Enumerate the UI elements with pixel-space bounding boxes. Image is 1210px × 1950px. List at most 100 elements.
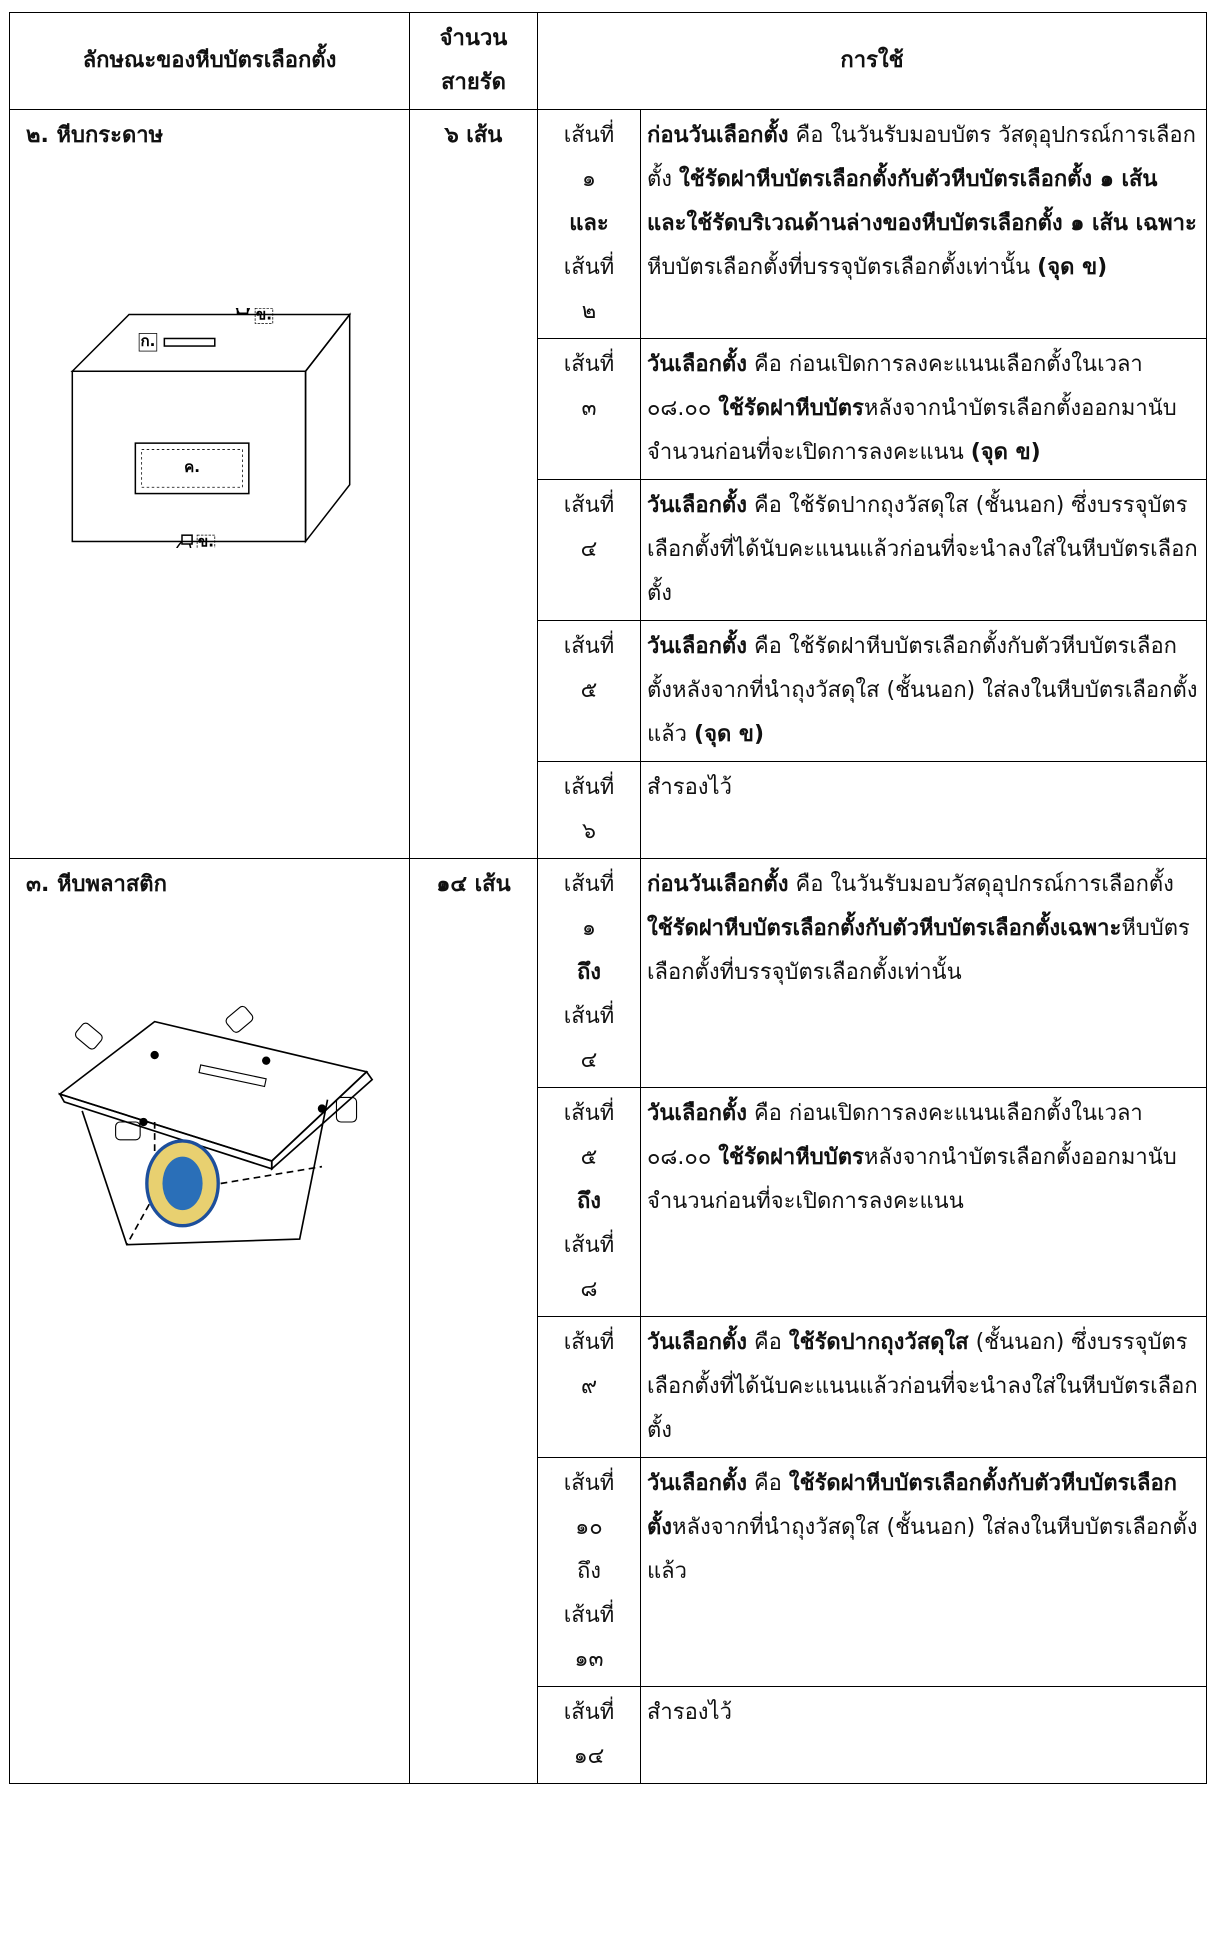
usage-cell: วันเลือกตั้ง คือ ใช้รัดฝาหีบบัตรเลือกตั้… (640, 620, 1207, 762)
table-row: เส้นที่๖สำรองไว้ (10, 761, 1207, 859)
strap-number: ๑๓ (574, 1647, 604, 1672)
strap-number: ๑ (582, 916, 596, 941)
usage-cell: สำรองไว้ (640, 761, 1207, 859)
strap-number: เส้นที่ (563, 123, 615, 148)
strap-number: ถึง (576, 960, 602, 985)
strap-number: เส้นที่ (563, 1101, 615, 1126)
usage-cell: วันเลือกตั้ง คือ ก่อนเปิดการลงคะแนนเลือก… (640, 1087, 1207, 1317)
strap-number: ๔ (580, 537, 598, 562)
text-run: คือ ในวันรับมอบวัสดุอุปกรณ์การเลือกตั้ง (788, 872, 1174, 897)
figure-label: ข. (256, 308, 272, 324)
text-run: วันเลือกตั้ง (647, 352, 747, 377)
usage-cell: วันเลือกตั้ง คือ ใช้รัดฝาหีบบัตรเลือกตั้… (640, 1457, 1207, 1687)
strap-number: เส้นที่ (563, 1330, 615, 1355)
text-run: หลังจากนำบัตรเลือกตั้งออกมานับจำนวนก่อนท… (647, 396, 1177, 465)
text-run: คือ ในวันรับมอบบัตร วัสดุอุปกรณ์การเลือก… (647, 123, 1196, 192)
text-run: ใช้รัดฝาหีบบัตรเลือกตั้งกับตัวหีบบัตรเลื… (647, 1471, 1178, 1540)
strap-number: ถึง (576, 1559, 602, 1584)
table-row: เส้นที่๙วันเลือกตั้ง คือ ใช้รัดปากถุงวัส… (10, 1316, 1207, 1458)
strap-number: เส้นที่ (563, 255, 615, 280)
text-run: (ชั้นนอก) ซึ่งบรรจุบัตรเลือกตั้งที่ได้นั… (647, 1330, 1198, 1443)
strap-number: และ (569, 211, 609, 236)
strap-number: ถึง (576, 1189, 602, 1214)
usage-cell: ก่อนวันเลือกตั้ง คือ ในวันรับมอบบัตร วัส… (640, 109, 1207, 339)
table-row: ๒. หีบกระดาษ ก. ข. ค. ข. ๖ เส้น เส้นที่๑แ… (9, 109, 1207, 859)
figure-label: ค. (184, 458, 200, 476)
strap-number: ๑ (582, 167, 596, 192)
strap-number-cell: เส้นที่๖ (537, 761, 641, 859)
header: ลักษณะของหีบบัตรเลือกตั้ง (9, 12, 410, 110)
text-run: หลังจากที่นำถุงวัสดุใส (ชั้นนอก) ใส่ลงใน… (647, 1515, 1198, 1584)
text-run: คือ ก่อนเปิดการลงคะแนนเลือกตั้งในเวลา ๐๘… (647, 352, 1143, 421)
text-run: วันเลือกตั้ง (647, 1471, 747, 1496)
strap-number: ๑๔ (573, 1744, 605, 1769)
strap-number-cell: เส้นที่๙ (537, 1316, 641, 1458)
strap-number: เส้นที่ (563, 634, 615, 659)
table-row: เส้นที่ ๑๐ ถึง เส้นที่ ๑๓ วันเลือกตั้ง คือ ใช… (10, 1457, 1207, 1687)
strap-number-cell: เส้นที่๕ (537, 620, 641, 762)
text-run: คือ ใช้รัดปากถุงวัสดุใส (ชั้นนอก) ซึ่งบร… (647, 493, 1198, 606)
strap-number: ๕ (580, 1145, 598, 1170)
usage-cell: วันเลือกตั้ง คือ ก่อนเปิดการลงคะแนนเลือก… (640, 338, 1207, 480)
box-type: ๓. หีบพลาสติก (26, 872, 167, 897)
text-run: คือ ก่อนเปิดการลงคะแนนเลือกตั้งในเวลา ๐๘… (647, 1101, 1143, 1170)
text-run: หีบบัตรเลือกตั้งที่บรรจุบัตรเลือกตั้งเท่… (647, 916, 1190, 985)
text-run: (จุด ข) (694, 722, 765, 747)
straps-cell: ๖ เส้น (409, 109, 538, 859)
strap-count: ๑๔ เส้น (436, 872, 511, 897)
text-run: สำรองไว้ (647, 1700, 732, 1725)
strap-number: เส้นที่ (563, 1700, 615, 1725)
usage-cell: วันเลือกตั้ง คือ ใช้รัดปากถุงวัสดุใส (ชั… (640, 479, 1207, 621)
strap-number-cell: เส้นที่๔ (537, 479, 641, 621)
strap-number-cell: เส้นที่๕ถึง เส้นที่๘ (537, 1087, 641, 1317)
figure-label: ก. (141, 332, 156, 350)
plastic-ballot-box (58, 1005, 374, 1246)
table-row: เส้นที่๕วันเลือกตั้ง คือ ใช้รัดฝาหีบบัตร… (10, 620, 1207, 762)
strap-count: ๖ เส้น (444, 123, 503, 148)
text-run: วันเลือกตั้ง (647, 634, 747, 659)
strap-number: ๔ (580, 1048, 598, 1073)
strap-number: เส้นที่ (563, 352, 615, 377)
usage-cell: วันเลือกตั้ง คือ ใช้รัดปากถุงวัสดุใส (ชั… (640, 1316, 1207, 1458)
header: จำนวน สายรัด (409, 12, 538, 110)
text-run: (จุด ข) (1037, 255, 1108, 280)
text-run: หลังจากนำบัตรเลือกตั้งออกมานับจำนวนก่อนท… (647, 1145, 1177, 1214)
strap-number-cell: เส้นที่๑๔ (537, 1686, 641, 1784)
strap-number: เส้นที่ (563, 493, 615, 518)
text-run: คือ (746, 1330, 789, 1355)
text-run: ใช้รัดฝาหีบบัตร (718, 1145, 864, 1170)
text-run: ใช้รัดปากถุงวัสดุใส (788, 1330, 969, 1355)
text-run: คือ (746, 1471, 789, 1496)
text-run: ก่อนวันเลือกตั้ง (647, 872, 789, 897)
figure-label: ข. (198, 533, 214, 548)
strap-number: ๒ (581, 299, 597, 324)
paper-ballot-box: ก. ข. ค. ข. (70, 308, 352, 548)
text-run: วันเลือกตั้ง (647, 1330, 747, 1355)
usage-cell: ก่อนวันเลือกตั้ง คือ ในวันรับมอบวัสดุอุป… (640, 858, 1207, 1088)
table-row: เส้นที่๕ถึง เส้นที่๘วันเลือกตั้ง คือ ก่อน… (10, 1087, 1207, 1317)
text-run: ใช้รัดฝาหีบบัตรเลือกตั้งกับตัวหีบบัตรเลื… (647, 167, 1197, 236)
strap-number-cell: เส้นที่๑ถึง เส้นที่๔ (537, 858, 641, 1088)
text-run: วันเลือกตั้ง (647, 1101, 747, 1126)
header: การใช้ (537, 12, 1207, 110)
usage-cell: สำรองไว้ (640, 1686, 1207, 1784)
text-run: สำรองไว้ (647, 775, 732, 800)
strap-number: เส้นที่ (563, 1603, 615, 1628)
strap-number: เส้นที่ (563, 1471, 615, 1496)
strap-number: ๑๐ (575, 1515, 603, 1540)
text-run: วันเลือกตั้ง (647, 493, 747, 518)
text-run: ก่อนวันเลือกตั้ง (647, 123, 789, 148)
text-run: ใช้รัดฝาหีบบัตร (718, 396, 864, 421)
strap-number-cell: เส้นที่๑และ เส้นที่๒ (537, 109, 641, 339)
box-type: ๒. หีบกระดาษ (26, 123, 164, 148)
text-run: คือ ใช้รัดฝาหีบบัตรเลือกตั้งกับตัวหีบบัต… (647, 634, 1198, 747)
strap-number: ๖ (582, 819, 596, 844)
text-run: (จุด ข) (970, 440, 1041, 465)
table-row: ๓. หีบพลาสติก ๑๔ เส้น เส้นที่๑ถึง เส้นที่๔… (9, 858, 1207, 1784)
strap-number-cell: เส้นที่ ๑๐ ถึง เส้นที่ ๑๓ (537, 1457, 641, 1687)
box-type-cell: ๓. หีบพลาสติก (9, 858, 410, 1784)
box-type-cell: ๒. หีบกระดาษ ก. ข. ค. ข. (9, 109, 410, 859)
table-row: เส้นที่๔วันเลือกตั้ง คือ ใช้รัดปากถุงวัส… (10, 479, 1207, 621)
strap-number-cell: เส้นที่๓ (537, 338, 641, 480)
